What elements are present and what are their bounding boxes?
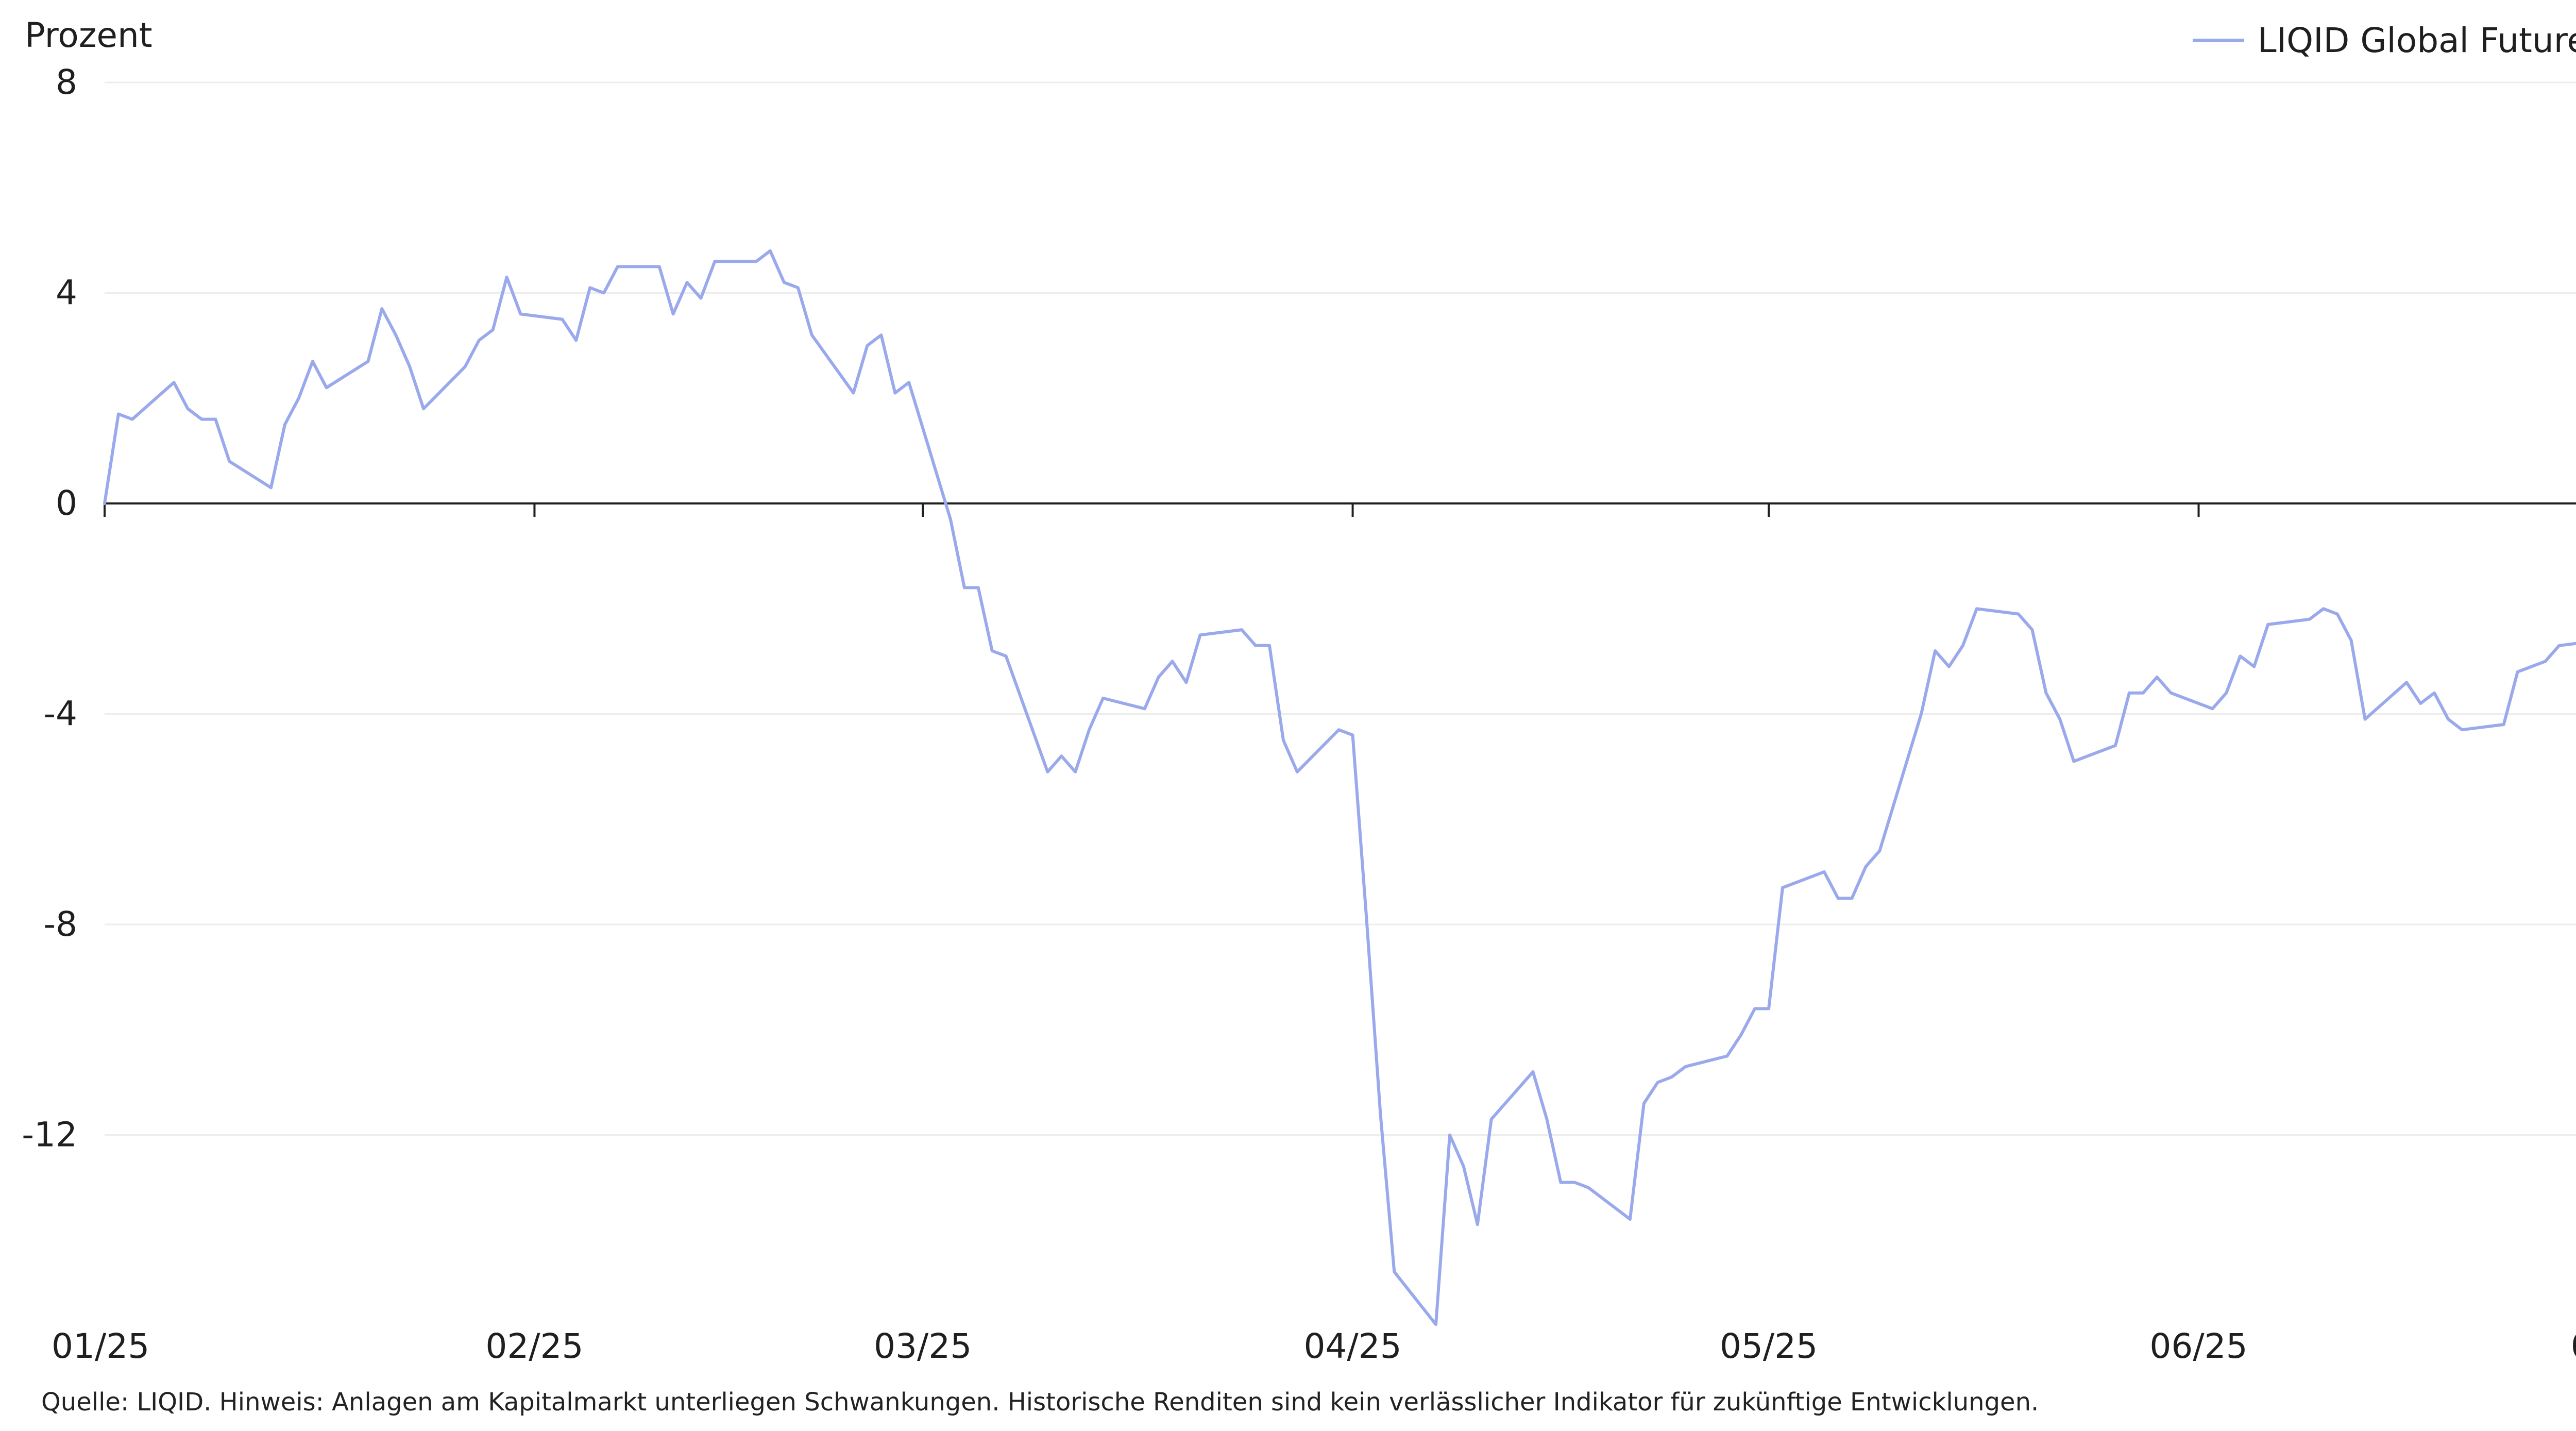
- source-note: Quelle: LIQID. Hinweis: Anlagen am Kapit…: [41, 1388, 2039, 1417]
- y-tick-label: 0: [56, 483, 77, 523]
- gridlines: [105, 81, 2576, 1136]
- x-tick-label: 02/25: [485, 1326, 583, 1366]
- y-axis-title: Prozent: [25, 15, 152, 55]
- tick-labels: 8 4 0 -4 -8 -12 01/25 02/25 03/25 04/25 05/25 06/25…: [22, 62, 2576, 1366]
- legend: LIQID Global Future 100: [2192, 21, 2576, 60]
- y-tick-label: 4: [56, 273, 77, 313]
- axes: [104, 502, 2576, 517]
- x-tick-label: 03/25: [874, 1326, 972, 1366]
- x-tick-label: 06/25: [2149, 1326, 2247, 1366]
- series-lines: [103, 249, 2576, 1326]
- y-tick-label: -4: [43, 694, 77, 734]
- x-tick-label: 07/25: [2571, 1326, 2576, 1366]
- x-tick-label: 01/25: [52, 1326, 149, 1366]
- x-tick-label: 04/25: [1303, 1326, 1401, 1366]
- y-tick-label: -12: [22, 1115, 77, 1155]
- y-tick-label: -8: [43, 904, 77, 944]
- legend-line-swatch: [2192, 39, 2244, 42]
- x-tick-label: 05/25: [1720, 1326, 1818, 1366]
- y-tick-label: 8: [56, 62, 77, 102]
- series-line-liqid-global-future-100: [103, 249, 2576, 1326]
- legend-series-name: LIQID Global Future 100: [2257, 21, 2576, 60]
